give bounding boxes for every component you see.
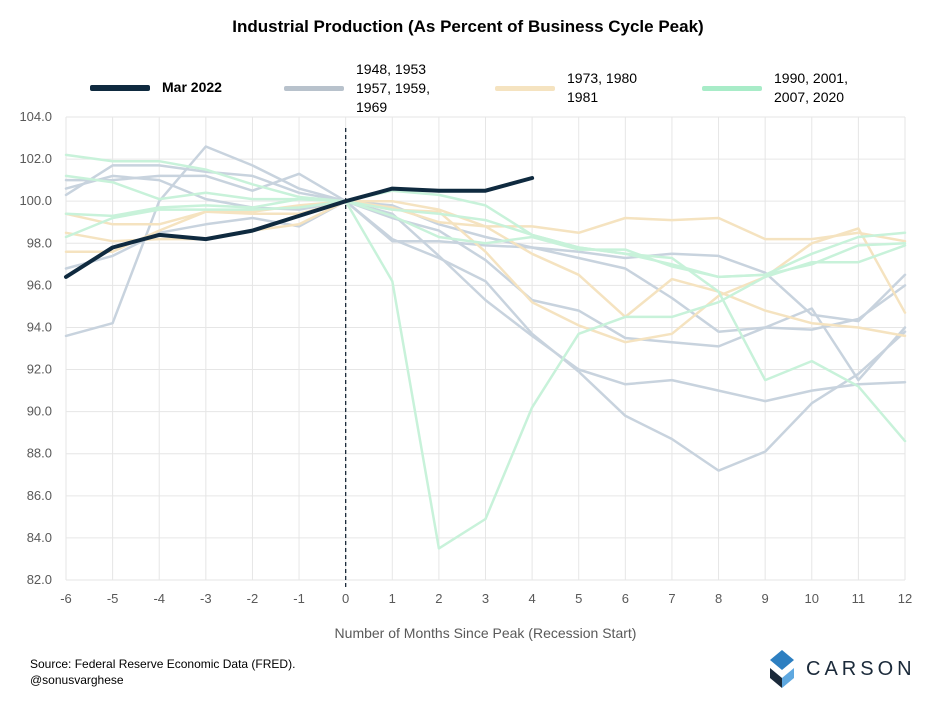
y-tick-label: 84.0 <box>27 530 52 545</box>
carson-logo: CARSON <box>770 650 916 688</box>
series-line-1948-1969 <box>64 164 907 403</box>
x-tick-label: -3 <box>200 591 212 606</box>
x-tick-label: 4 <box>528 591 535 606</box>
legend-label: 1990, 2001, 2007, 2020 <box>774 70 848 105</box>
y-tick-label: 102.0 <box>19 151 52 166</box>
series-line-mar-2022 <box>64 176 535 279</box>
x-axis-label: Number of Months Since Peak (Recession S… <box>335 625 637 641</box>
x-tick-label: 0 <box>342 591 349 606</box>
legend-entry-mar-2022: Mar 2022 <box>90 78 252 97</box>
legend-label: Mar 2022 <box>162 79 222 95</box>
x-tick-label: 7 <box>668 591 675 606</box>
x-tick-label: -6 <box>60 591 72 606</box>
series-line-1990-2020 <box>64 174 907 550</box>
chart-title: Industrial Production (As Percent of Bus… <box>232 17 704 36</box>
y-tick-label: 94.0 <box>27 319 52 334</box>
x-tick-label: 2 <box>435 591 442 606</box>
series-line-1948-1969 <box>64 174 907 333</box>
legend-entry-1948-1969: 1948, 1953 1957, 1959, 1969 <box>284 60 446 117</box>
y-tick-label: 92.0 <box>27 362 52 377</box>
y-tick-label: 104.0 <box>19 109 52 124</box>
x-tick-label: -5 <box>107 591 119 606</box>
x-tick-label: 12 <box>898 591 912 606</box>
legend-swatch <box>284 86 344 91</box>
x-tick-label: 8 <box>715 591 722 606</box>
x-tick-label: 3 <box>482 591 489 606</box>
x-tick-label: -4 <box>153 591 165 606</box>
series-line-1948-1969 <box>64 199 907 323</box>
x-tick-label: 11 <box>852 591 866 606</box>
series-line-1973-1981 <box>64 199 907 338</box>
carson-logo-icon <box>770 650 794 688</box>
x-tick-label: 6 <box>622 591 629 606</box>
y-tick-label: 90.0 <box>27 404 52 419</box>
series-line-1990-2020 <box>64 199 907 279</box>
legend-entry-1973-1981: 1973, 1980 1981 <box>495 69 657 107</box>
source-note: Source: Federal Reserve Economic Data (F… <box>30 656 295 688</box>
x-tick-label: 1 <box>389 591 396 606</box>
y-tick-label: 82.0 <box>27 572 52 587</box>
y-tick-label: 88.0 <box>27 446 52 461</box>
legend-label: 1973, 1980 1981 <box>567 70 638 105</box>
y-tick-label: 86.0 <box>27 488 52 503</box>
legend-swatch <box>90 84 150 91</box>
legend-label: 1948, 1953 1957, 1959, 1969 <box>356 61 430 115</box>
x-tick-label: 9 <box>762 591 769 606</box>
y-tick-label: 96.0 <box>27 277 52 292</box>
legend-swatch <box>495 85 555 91</box>
legend-swatch <box>702 85 762 91</box>
y-tick-label: 98.0 <box>27 235 52 250</box>
x-tick-label: -2 <box>247 591 259 606</box>
y-tick-label: 100.0 <box>19 193 52 208</box>
x-tick-label: 5 <box>575 591 582 606</box>
author-handle: @sonusvarghese <box>30 673 124 687</box>
source-text: Source: Federal Reserve Economic Data (F… <box>30 657 296 671</box>
series-line-1990-2020 <box>64 153 907 443</box>
x-tick-label: 10 <box>805 591 819 606</box>
series-line-1948-1969 <box>64 145 907 472</box>
x-tick-label: -1 <box>293 591 305 606</box>
legend-entry-1990-2020: 1990, 2001, 2007, 2020 <box>702 69 864 107</box>
carson-logo-text: CARSON <box>806 657 916 680</box>
